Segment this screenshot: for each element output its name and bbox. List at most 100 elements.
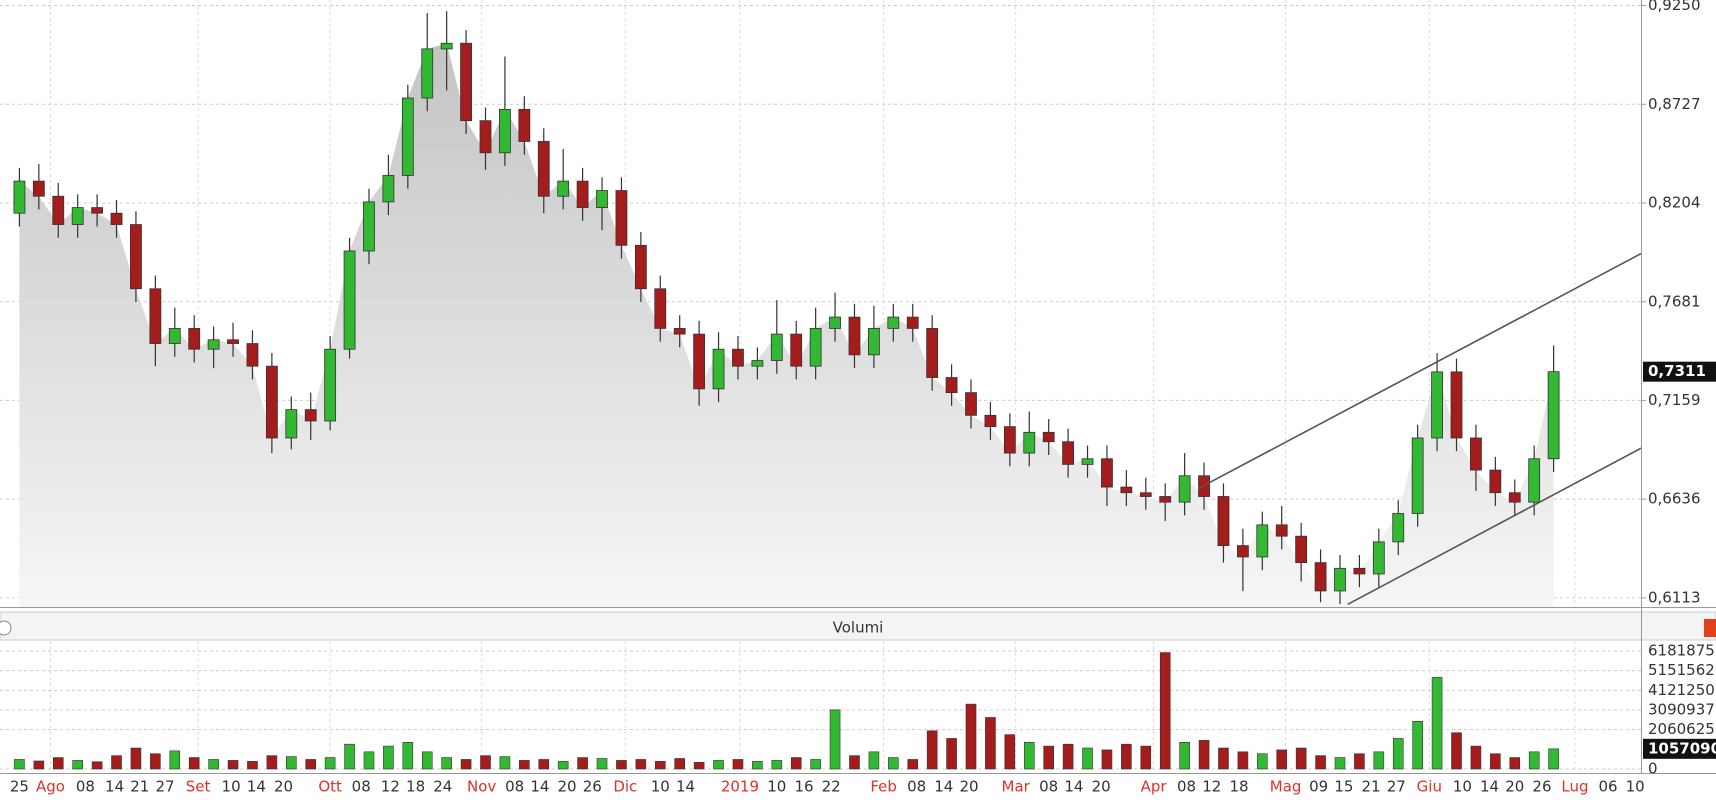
volume-bar bbox=[771, 760, 783, 770]
x-tick-label: 27 bbox=[1387, 778, 1406, 796]
candle-body bbox=[304, 409, 317, 422]
volume-bar bbox=[247, 761, 258, 770]
volume-bar bbox=[1159, 652, 1171, 770]
volume-bar bbox=[693, 762, 705, 770]
x-tick-label: 12 bbox=[381, 778, 400, 796]
volume-bar bbox=[1392, 738, 1404, 770]
candle-body bbox=[1295, 535, 1308, 564]
candle-body bbox=[1314, 562, 1327, 592]
panel-handle[interactable] bbox=[0, 620, 12, 636]
volume-bar bbox=[91, 761, 103, 770]
volume-bar bbox=[519, 760, 530, 770]
candle-body bbox=[596, 190, 608, 208]
candle-body bbox=[1081, 458, 1094, 465]
candle-body bbox=[1275, 524, 1288, 537]
x-tick-label: 08 bbox=[907, 778, 926, 796]
x-tick-label: 12 bbox=[1202, 778, 1221, 796]
candle-body bbox=[52, 195, 65, 225]
x-tick-label: 20 bbox=[1092, 778, 1111, 796]
x-tick-label: 27 bbox=[156, 778, 175, 796]
volume-bar bbox=[169, 750, 181, 770]
candle-body bbox=[1062, 441, 1075, 465]
x-tick-label: 06 bbox=[1598, 778, 1617, 796]
volume-bar bbox=[1412, 720, 1423, 770]
x-tick-label: 14 bbox=[530, 778, 549, 796]
volume-bar bbox=[1509, 757, 1521, 770]
volume-bar bbox=[14, 759, 25, 770]
candle-body bbox=[1411, 437, 1424, 514]
candle-body bbox=[1470, 437, 1482, 471]
y-tick-label: 5151562 bbox=[1648, 661, 1715, 679]
volume-bar bbox=[33, 760, 45, 770]
y-tick-label: 0,8727 bbox=[1648, 95, 1701, 113]
x-tick-label: 24 bbox=[433, 778, 452, 796]
candle-body bbox=[887, 316, 900, 329]
x-tick-label: 26 bbox=[1532, 778, 1551, 796]
candle-body bbox=[732, 348, 744, 367]
volume-bar bbox=[441, 757, 452, 770]
candle-body bbox=[518, 108, 531, 142]
candle-body bbox=[634, 244, 647, 290]
volume-bar bbox=[829, 709, 841, 770]
candle-body bbox=[1528, 458, 1541, 503]
volume-bar bbox=[1179, 741, 1190, 770]
volume-bar bbox=[654, 761, 666, 770]
x-tick-label: Ott bbox=[318, 778, 342, 796]
volume-bar bbox=[1218, 747, 1229, 770]
x-tick-label: 16 bbox=[794, 778, 813, 796]
volume-title: Volumi bbox=[833, 619, 884, 637]
x-tick-label: 20 bbox=[960, 778, 979, 796]
price-area bbox=[19, 43, 1554, 607]
volume-bar bbox=[286, 756, 297, 770]
candle-body bbox=[479, 120, 492, 154]
candle-body bbox=[751, 360, 764, 367]
volume-header bbox=[0, 611, 1716, 641]
volume-bar bbox=[1451, 732, 1462, 770]
candle-body bbox=[1450, 371, 1463, 439]
candle-body bbox=[906, 316, 919, 329]
volume-bar bbox=[888, 757, 899, 770]
x-tick-label: 21 bbox=[1362, 778, 1381, 796]
volume-bar bbox=[208, 759, 219, 770]
volume-bar bbox=[946, 738, 957, 770]
x-tick-label: 15 bbox=[1334, 778, 1353, 796]
x-tick-label: 20 bbox=[274, 778, 293, 796]
x-tick-label: Feb bbox=[870, 778, 897, 796]
volume-bar bbox=[480, 755, 491, 770]
candle-body bbox=[188, 328, 201, 350]
x-tick-label: 14 bbox=[1064, 778, 1083, 796]
candle-body bbox=[1353, 567, 1366, 575]
candle-body bbox=[227, 339, 239, 344]
volume-bar bbox=[52, 757, 64, 770]
candle-body bbox=[770, 333, 783, 361]
x-tick-label: 08 bbox=[505, 778, 524, 796]
volume-bar bbox=[1548, 748, 1559, 770]
volume-bar bbox=[1295, 747, 1307, 770]
volume-bar bbox=[305, 759, 317, 770]
axis-labels: 0,9250 0,8727 0,8204 0,7681 0,7159 0,6636 0,61… bbox=[10, 0, 1716, 796]
volume-bar bbox=[266, 755, 278, 770]
candle-body bbox=[557, 180, 570, 197]
volume-bar bbox=[1101, 749, 1113, 770]
volume-bar bbox=[1062, 743, 1074, 770]
candle-body bbox=[1431, 371, 1443, 439]
candle-body bbox=[1547, 371, 1560, 460]
close-button[interactable] bbox=[1704, 619, 1716, 637]
volume-bar bbox=[965, 703, 977, 770]
volume-bar bbox=[150, 753, 161, 770]
y-tick-label: 6181875 bbox=[1648, 642, 1715, 660]
volume-bar bbox=[363, 751, 375, 770]
candle-body bbox=[499, 108, 511, 154]
x-tick-label: 2019 bbox=[721, 778, 759, 796]
last-price-box bbox=[1643, 361, 1716, 382]
candle-body bbox=[1159, 496, 1172, 503]
candle-body bbox=[343, 250, 356, 350]
x-tick-label: 10 bbox=[767, 778, 786, 796]
candle-body bbox=[1236, 545, 1249, 558]
candle-body bbox=[1139, 492, 1152, 497]
candle-body bbox=[1101, 458, 1113, 488]
candle-body bbox=[1120, 486, 1133, 494]
x-tick-label: 14 bbox=[1480, 778, 1499, 796]
volume-bar bbox=[1431, 677, 1443, 770]
x-tick-label: Ago bbox=[36, 778, 65, 796]
